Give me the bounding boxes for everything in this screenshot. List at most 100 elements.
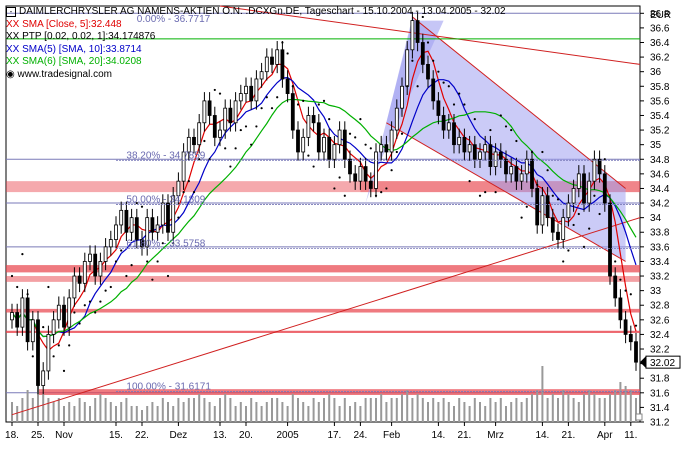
volume-bar [63,406,65,422]
volume-bar [26,390,29,422]
y-tick-label: 33.2 [650,272,670,283]
volume-bar [234,406,237,422]
candle-down [348,158,352,175]
candle-down [628,334,633,343]
psar-dot [78,322,81,325]
psar-dot [499,114,502,117]
psar-dot [192,191,196,194]
volume-bar [536,390,539,422]
candle-up [561,217,566,240]
volume-bar [245,406,247,422]
candle-down [608,202,612,277]
candle-down [311,115,316,124]
y-tick-label: 32.8 [650,301,670,312]
x-tick-label: 14. [535,430,549,441]
volume-bar [349,406,351,422]
volume-bar [619,382,622,422]
y-tick-label: 32.6 [650,315,670,326]
volume-bar [302,402,305,422]
y-tick-label: 36.4 [650,38,670,49]
psar-dot [567,249,570,252]
volume-bar [510,402,513,422]
volume-bar [624,386,627,422]
fib-top-label: 0.00% - 36.7717 [137,14,211,25]
candle-up [223,107,228,131]
volume-bar [156,406,159,422]
channel-lower-line [386,122,626,262]
volume-bar [333,398,336,422]
x-tick-label: 20. [239,430,253,441]
volume-bar [557,398,559,422]
candle-up [275,49,280,65]
psar-dot [598,212,601,216]
fib-label: 38.20% - 34.7859 [126,150,205,161]
psar-dot [489,128,492,132]
candle-up [197,122,202,146]
psar-dot [255,125,258,128]
volume-bar [588,390,591,422]
volume-bar [115,406,117,422]
y-tick-label: 35.8 [650,82,670,93]
candle-up [540,195,545,226]
candle-down [25,297,30,343]
volume-bar [265,402,268,422]
candle-up [176,180,181,197]
volume-bar [177,398,180,422]
psar-dot [614,260,617,263]
psar-dot [468,180,471,183]
psar-dot [530,150,534,154]
candle-down [514,166,519,182]
candle-down [270,56,274,65]
candle-up [119,209,124,226]
volume-bar [541,366,544,422]
y-tick-label: 34.6 [650,169,670,180]
psar-dot [541,150,544,154]
volume-bar [323,398,325,422]
volume-bar [297,398,299,422]
candle-down [363,166,368,182]
candle-up [379,144,384,153]
collapse-icon[interactable]: - [6,7,16,17]
candle-up [103,246,108,262]
y-tick-label: 33 [650,286,662,297]
candle-down [140,239,144,248]
candle-up [51,319,56,335]
candle-down [93,253,98,277]
volume-bar [603,398,606,422]
candle-up [72,275,77,299]
psar-dot [385,187,388,190]
psar-dot [120,249,123,252]
volume-bar [317,402,320,422]
volume-bar [442,398,445,422]
psar-dot [31,355,34,358]
psar-dot [218,92,222,95]
psar-dot [26,293,29,296]
x-tick-label: 14. [431,430,445,441]
candle-down [436,100,441,116]
psar-dot [473,118,476,121]
candle-down [613,275,618,299]
psar-dot [452,103,456,106]
candle-down [452,122,456,146]
candle-up [478,151,482,160]
candle-up [301,136,306,153]
psar-dot [244,125,248,128]
psar-dot [125,274,128,278]
volume-bar [531,394,533,422]
volume-bar [395,398,398,422]
candle-up [400,85,404,109]
volume-bar [567,394,570,422]
x-tick-label: 18. [5,430,19,441]
psar-dot [73,311,76,314]
candle-up [519,173,524,182]
psar-dot [582,245,586,248]
y-tick-label: 36.2 [650,53,670,64]
candle-down [431,78,436,102]
y-tick-label: 35.6 [650,96,670,107]
volume-bar [463,402,466,422]
volume-bar [11,402,13,422]
legend-item-ptp: XX PTP [0.02, 0.02, 1]:34.174876 [6,31,156,42]
candle-up [114,224,118,240]
psar-dot [551,194,554,197]
x-tick-label: Feb [383,430,401,441]
